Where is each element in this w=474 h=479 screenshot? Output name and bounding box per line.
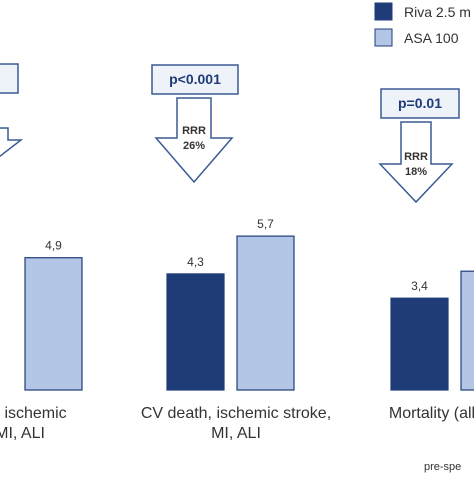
data-label: 3,4 <box>411 279 428 293</box>
data-label: 4,3 <box>187 255 204 269</box>
category-label: CV death, ischemic stroke, <box>141 405 331 422</box>
category-label: Mortality (all <box>389 405 474 422</box>
data-label: 5,7 <box>257 217 274 231</box>
down-arrow-icon <box>154 97 234 184</box>
bar-0-1 <box>24 257 83 391</box>
category-label: ath, ischemic <box>0 405 67 422</box>
down-arrow-icon <box>378 121 454 204</box>
footnote: pre-spe <box>424 461 461 473</box>
p-value-text: p=0.01 <box>398 95 442 111</box>
rrr-text: RRR <box>404 151 428 163</box>
bar-2-0 <box>390 297 449 391</box>
legend-label: Riva 2.5 m <box>404 4 471 20</box>
p-value-text: p<0.001 <box>169 71 221 87</box>
data-label: 4,9 <box>45 239 62 253</box>
rrr-text: 26% <box>183 140 205 152</box>
category-label: MI, ALI <box>211 425 261 442</box>
legend-label: ASA 100 <box>404 30 459 46</box>
bar-1-0 <box>166 273 225 391</box>
p-value-box <box>0 63 19 94</box>
down-arrow-icon <box>0 127 24 158</box>
p-value-box <box>380 88 460 119</box>
legend-swatch <box>374 28 393 47</box>
rrr-text: RRR <box>182 125 206 137</box>
p-value-box <box>151 64 239 95</box>
category-label: MI, ALI <box>0 425 45 442</box>
legend-swatch <box>374 2 393 21</box>
rrr-text: 18% <box>405 166 427 178</box>
bar-2-1 <box>460 270 474 391</box>
bar-1-1 <box>236 235 295 391</box>
